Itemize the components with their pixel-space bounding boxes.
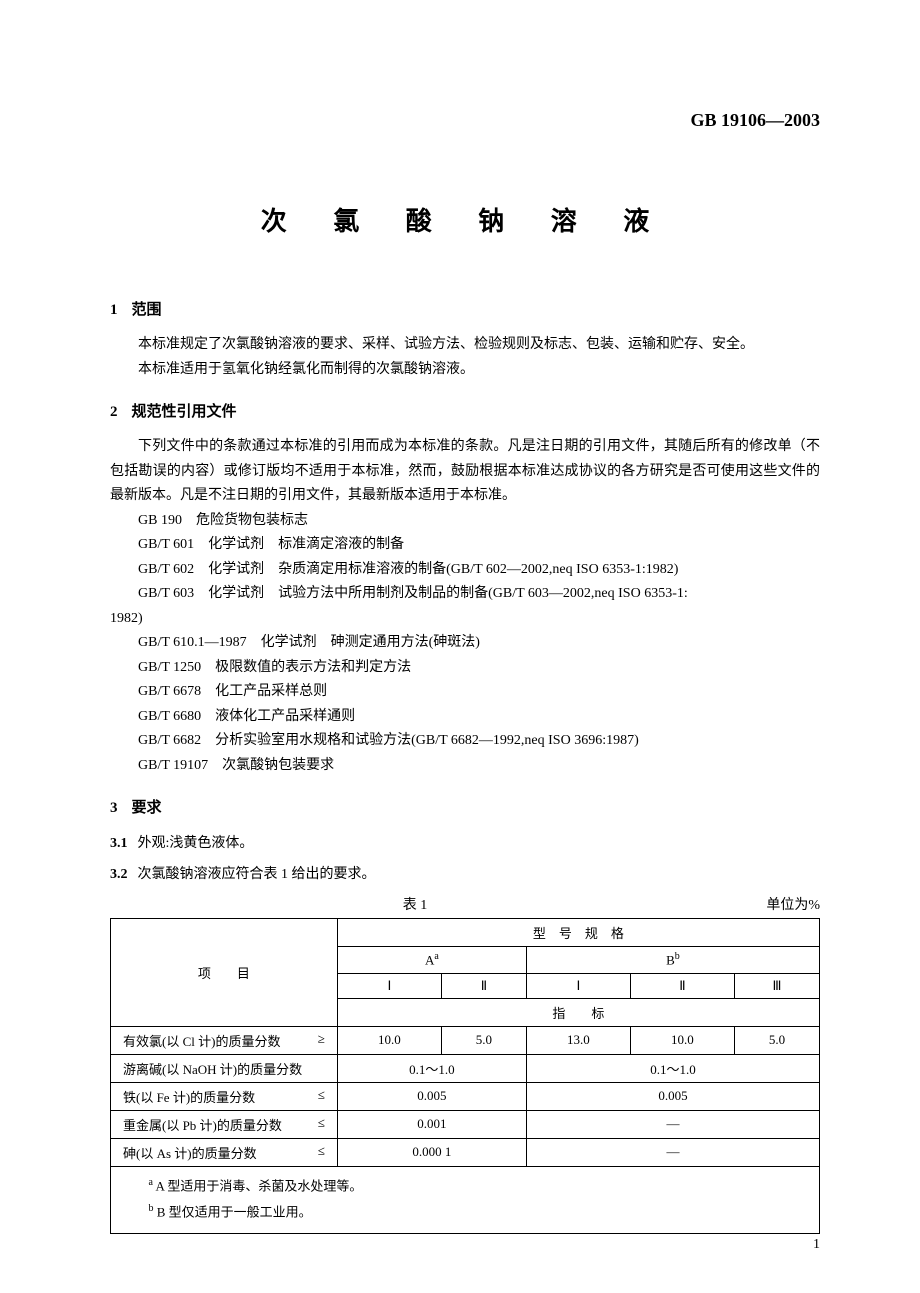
page-number: 1	[813, 1237, 820, 1253]
requirements-table: 项 目 型 号 规 格 Aa Bb Ⅰ Ⅱ Ⅰ Ⅱ Ⅲ 指 标 有效氯(以 Cl…	[110, 918, 820, 1166]
cell: 10.0	[337, 1026, 441, 1054]
table-row: 铁(以 Fe 计)的质量分数 ≤ 0.005 0.005	[111, 1082, 820, 1110]
ref-item: GB/T 610.1—1987 化学试剂 砷测定通用方法(砷斑法)	[110, 631, 820, 656]
table-row: 游离碱(以 NaOH 计)的质量分数 0.1～1.0 0.1～1.0	[111, 1054, 820, 1082]
table-row: 有效氯(以 Cl 计)的质量分数 ≥ 10.0 5.0 13.0 10.0 5.0	[111, 1026, 820, 1054]
cell: 5.0	[734, 1026, 819, 1054]
ref-item: GB/T 601 化学试剂 标准滴定溶液的制备	[110, 533, 820, 558]
ref-item: GB/T 1250 极限数值的表示方法和判定方法	[110, 656, 820, 681]
row-op: ≥	[318, 1031, 325, 1047]
cell: 0.000 1	[337, 1138, 526, 1166]
table-col-B-III: Ⅲ	[734, 973, 819, 998]
cell: 5.0	[441, 1026, 526, 1054]
subsection-3-2: 3.2 次氯酸钠溶液应符合表 1 给出的要求。	[110, 862, 820, 889]
table-caption: 表 1	[110, 894, 720, 914]
section-1-title: 范围	[132, 302, 162, 318]
table-header-index: 指 标	[337, 998, 819, 1026]
table-col-A-I: Ⅰ	[337, 973, 441, 998]
section-2-number: 2	[110, 404, 118, 420]
cell: 0.1～1.0	[526, 1054, 819, 1082]
ref-item: GB/T 6682 分析实验室用水规格和试验方法(GB/T 6682—1992,…	[110, 729, 820, 754]
row-op: ≤	[318, 1143, 325, 1159]
ref-item: GB 190 危险货物包装标志	[110, 509, 820, 534]
standard-code: GB 19106—2003	[110, 110, 820, 131]
table-header-spec: 型 号 规 格	[337, 919, 819, 947]
section-1-para-2: 本标准适用于氢氧化钠经氯化而制得的次氯酸钠溶液。	[110, 358, 820, 383]
subsection-3-1: 3.1 外观:浅黄色液体。	[110, 831, 820, 858]
section-1-heading: 1 范围	[110, 298, 820, 319]
row-op: ≤	[318, 1115, 325, 1131]
section-1-para-1: 本标准规定了次氯酸钠溶液的要求、采样、试验方法、检验规则及标志、包装、运输和贮存…	[110, 333, 820, 358]
section-2-heading: 2 规范性引用文件	[110, 400, 820, 421]
table-row: 砷(以 As 计)的质量分数 ≤ 0.000 1 —	[111, 1138, 820, 1166]
ref-item: GB/T 603 化学试剂 试验方法中所用制剂及制品的制备(GB/T 603—2…	[110, 582, 820, 607]
table-note-b: b B 型仅适用于一般工业用。	[129, 1199, 801, 1225]
row-label: 铁(以 Fe 计)的质量分数	[123, 1090, 255, 1105]
section-3-heading: 3 要求	[110, 796, 820, 817]
cell: 10.0	[630, 1026, 734, 1054]
subsection-3-1-num: 3.1	[110, 836, 128, 851]
cell: 0.1～1.0	[337, 1054, 526, 1082]
table-header-item: 项 目	[111, 919, 338, 1026]
row-label: 游离碱(以 NaOH 计)的质量分数	[123, 1062, 302, 1077]
table-note-a: a A 型适用于消毒、杀菌及水处理等。	[129, 1173, 801, 1199]
table-col-A: Aa	[337, 947, 526, 973]
subsection-3-1-text: 外观:浅黄色液体。	[138, 836, 254, 851]
ref-item: GB/T 6678 化工产品采样总则	[110, 680, 820, 705]
table-col-B: Bb	[526, 947, 819, 973]
cell: —	[526, 1110, 819, 1138]
section-1-number: 1	[110, 302, 118, 318]
subsection-3-2-num: 3.2	[110, 867, 128, 882]
table-col-B-II: Ⅱ	[630, 973, 734, 998]
ref-item: GB/T 6680 液体化工产品采样通则	[110, 705, 820, 730]
row-label: 砷(以 As 计)的质量分数	[123, 1146, 257, 1161]
cell: —	[526, 1138, 819, 1166]
ref-item-wrap: 1982)	[110, 607, 820, 632]
row-label: 有效氯(以 Cl 计)的质量分数	[123, 1034, 280, 1049]
section-3-title: 要求	[132, 800, 162, 816]
table-row: 重金属(以 Pb 计)的质量分数 ≤ 0.001 —	[111, 1110, 820, 1138]
row-op: ≤	[318, 1087, 325, 1103]
cell: 0.005	[526, 1082, 819, 1110]
ref-item: GB/T 19107 次氯酸钠包装要求	[110, 754, 820, 779]
cell: 0.005	[337, 1082, 526, 1110]
row-label: 重金属(以 Pb 计)的质量分数	[123, 1118, 282, 1133]
table-footnotes: a A 型适用于消毒、杀菌及水处理等。 b B 型仅适用于一般工业用。	[110, 1167, 820, 1235]
section-2-title: 规范性引用文件	[132, 404, 237, 420]
cell: 13.0	[526, 1026, 630, 1054]
section-2-intro: 下列文件中的条款通过本标准的引用而成为本标准的条款。凡是注日期的引用文件，其随后…	[110, 435, 820, 509]
cell: 0.001	[337, 1110, 526, 1138]
table-col-B-I: Ⅰ	[526, 973, 630, 998]
table-col-A-II: Ⅱ	[441, 973, 526, 998]
section-3-number: 3	[110, 800, 118, 816]
subsection-3-2-text: 次氯酸钠溶液应符合表 1 给出的要求。	[138, 867, 376, 882]
ref-item: GB/T 602 化学试剂 杂质滴定用标准溶液的制备(GB/T 602—2002…	[110, 558, 820, 583]
table-unit: 单位为%	[720, 894, 820, 914]
document-title: 次 氯 酸 钠 溶 液	[110, 201, 820, 238]
